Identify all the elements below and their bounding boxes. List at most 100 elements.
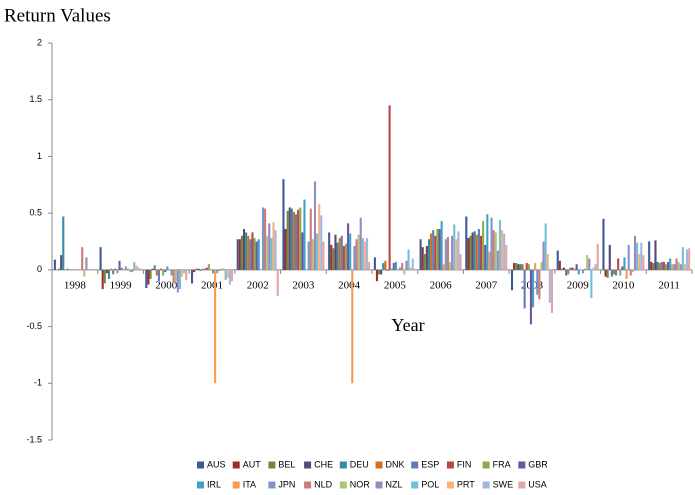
bar	[124, 266, 127, 270]
bar	[238, 239, 241, 270]
bar	[390, 268, 393, 270]
legend-swatch	[232, 481, 240, 489]
x-tick-label: 2009	[567, 279, 590, 291]
bar	[399, 267, 402, 270]
bar	[471, 232, 474, 270]
x-tick-label: 2010	[612, 279, 635, 291]
bar	[427, 239, 431, 270]
bar	[565, 269, 568, 276]
legend-label: PRT	[457, 479, 475, 489]
bar	[251, 232, 254, 270]
bar	[353, 246, 356, 270]
bar	[332, 248, 335, 270]
bar	[594, 264, 597, 270]
bar	[658, 263, 661, 270]
bar	[62, 216, 65, 270]
y-tick-label: 0.5	[29, 208, 42, 218]
bar	[425, 246, 428, 270]
legend-label: ITA	[243, 479, 256, 489]
bar	[170, 269, 173, 276]
bar	[355, 239, 358, 270]
bar	[60, 255, 63, 270]
bar	[380, 269, 383, 275]
bar	[336, 242, 339, 270]
bar	[615, 269, 618, 276]
bar	[190, 269, 194, 284]
bar	[444, 239, 447, 270]
bar	[577, 269, 580, 275]
bar	[216, 269, 219, 274]
bar	[361, 238, 364, 270]
bar	[571, 267, 574, 270]
bar	[503, 233, 506, 270]
bar	[162, 269, 165, 276]
legend-label: ESP	[421, 459, 439, 469]
bar	[523, 269, 526, 309]
bar	[303, 199, 306, 270]
bar	[128, 269, 132, 273]
bar	[53, 259, 56, 270]
bar	[403, 269, 406, 275]
bar	[477, 229, 480, 270]
x-tick-label: 2001	[201, 279, 223, 291]
bar	[542, 241, 545, 270]
bar	[567, 269, 570, 275]
bar	[671, 264, 674, 270]
bar	[316, 233, 319, 270]
bar	[664, 264, 668, 270]
legend-swatch	[339, 481, 347, 489]
bar	[442, 264, 445, 270]
bar	[488, 251, 491, 270]
bar	[469, 235, 472, 270]
bar	[193, 269, 196, 273]
bar	[617, 258, 620, 270]
bar	[178, 269, 182, 290]
legend-swatch	[304, 481, 312, 489]
bar	[318, 204, 321, 270]
bar	[197, 268, 200, 270]
legend-label: SWE	[493, 479, 514, 489]
bar	[621, 266, 624, 270]
bar	[573, 268, 576, 270]
bar	[490, 217, 493, 270]
bar	[669, 258, 672, 270]
y-tick-label: -0.5	[26, 321, 42, 331]
bar	[498, 219, 502, 270]
bar	[519, 264, 522, 270]
bar	[313, 181, 317, 270]
bar	[295, 214, 298, 270]
legend-swatch	[304, 461, 312, 469]
bar	[322, 241, 325, 270]
bar	[218, 269, 221, 271]
legend-label: DEU	[350, 459, 369, 469]
bar	[344, 243, 348, 270]
bar	[532, 269, 535, 308]
bar	[569, 267, 572, 270]
bar	[205, 267, 208, 270]
bar	[195, 268, 198, 270]
bar	[610, 269, 613, 277]
x-tick-label: 2000	[155, 279, 178, 291]
bar	[118, 260, 121, 270]
bar	[147, 269, 150, 285]
bar	[675, 258, 678, 270]
bar	[479, 235, 483, 270]
bar	[638, 253, 641, 270]
bar	[521, 264, 524, 270]
bar	[230, 269, 234, 282]
bar	[282, 179, 285, 270]
bar	[540, 261, 543, 270]
bar	[99, 247, 102, 270]
x-tick-label: 2002	[247, 279, 269, 291]
y-tick-label: 1.5	[29, 94, 42, 104]
bar	[183, 269, 186, 274]
bar	[575, 264, 578, 270]
bar	[266, 235, 269, 270]
x-tick-label: 2006	[430, 279, 453, 291]
bar	[629, 269, 632, 276]
legend-label: AUT	[243, 459, 262, 469]
legend-swatch	[268, 481, 276, 489]
bar	[174, 269, 177, 282]
legend-swatch	[268, 461, 276, 469]
bar	[636, 242, 639, 270]
